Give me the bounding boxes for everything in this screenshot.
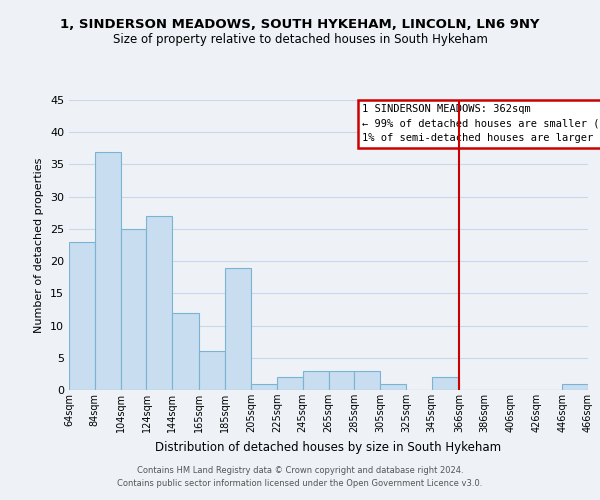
Bar bbox=[277, 377, 302, 390]
Y-axis label: Number of detached properties: Number of detached properties bbox=[34, 158, 44, 332]
Text: Size of property relative to detached houses in South Hykeham: Size of property relative to detached ho… bbox=[113, 32, 487, 46]
Text: 1 SINDERSON MEADOWS: 362sqm
← 99% of detached houses are smaller (163)
1% of sem: 1 SINDERSON MEADOWS: 362sqm ← 99% of det… bbox=[362, 104, 600, 143]
Bar bbox=[121, 229, 146, 390]
Bar bbox=[146, 216, 172, 390]
Bar bbox=[199, 352, 225, 390]
Bar bbox=[329, 370, 355, 390]
Bar bbox=[302, 370, 329, 390]
Bar bbox=[225, 268, 251, 390]
Bar bbox=[172, 312, 199, 390]
Text: Contains HM Land Registry data © Crown copyright and database right 2024.
Contai: Contains HM Land Registry data © Crown c… bbox=[118, 466, 482, 487]
X-axis label: Distribution of detached houses by size in South Hykeham: Distribution of detached houses by size … bbox=[155, 440, 502, 454]
Text: 1, SINDERSON MEADOWS, SOUTH HYKEHAM, LINCOLN, LN6 9NY: 1, SINDERSON MEADOWS, SOUTH HYKEHAM, LIN… bbox=[60, 18, 540, 30]
Bar bbox=[432, 377, 459, 390]
Bar bbox=[69, 242, 95, 390]
Bar bbox=[380, 384, 406, 390]
Bar bbox=[355, 370, 380, 390]
Bar bbox=[562, 384, 588, 390]
Bar bbox=[251, 384, 277, 390]
Bar bbox=[95, 152, 121, 390]
